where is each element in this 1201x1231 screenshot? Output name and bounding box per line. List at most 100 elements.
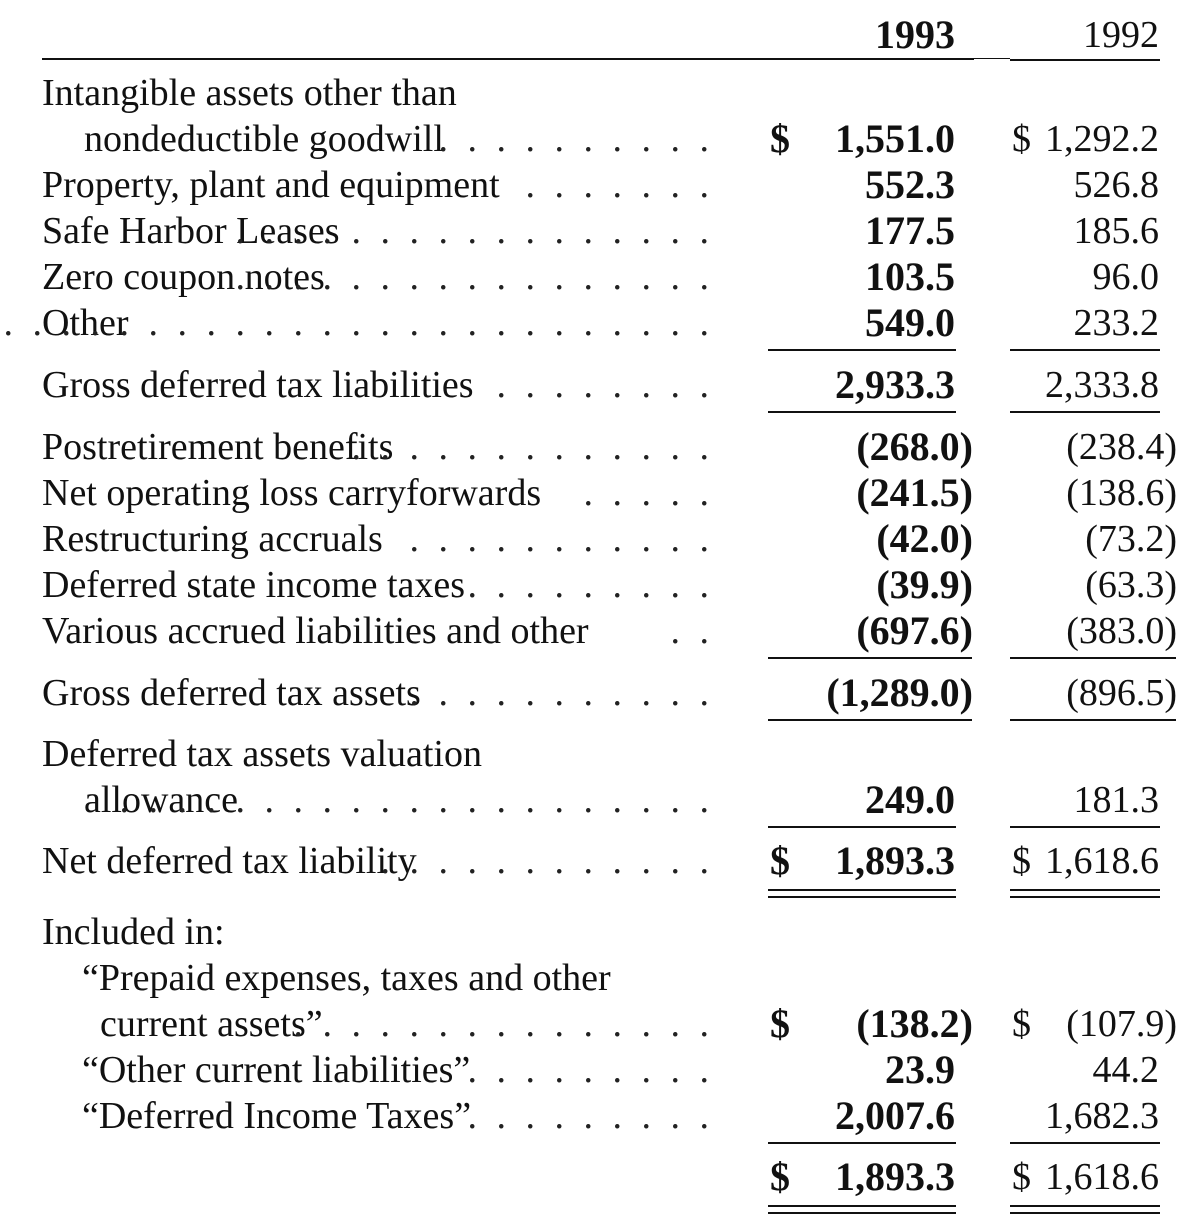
subtotal-rule-1993 bbox=[768, 349, 956, 351]
leader-dots: . . . . . . . . . . . bbox=[409, 672, 714, 714]
leader-dots: . . . . . . . bbox=[525, 164, 714, 206]
value-various-1992: (383.0) bbox=[1066, 610, 1177, 652]
value-valuation-1993: 249.0 bbox=[865, 777, 955, 822]
row-label-intangible-line1: Intangible assets other than bbox=[42, 72, 457, 114]
value-ppe-1993: 552.3 bbox=[865, 162, 955, 207]
section-label-included-in: Included in: bbox=[42, 911, 225, 953]
dollar-sign-1993: $ bbox=[770, 116, 790, 161]
total-rule-1993 bbox=[768, 719, 972, 721]
subtotal-rule-1992 bbox=[1010, 349, 1160, 351]
double-rule-1993-top bbox=[768, 1205, 956, 1207]
value-deferred-income-taxes-1992: 1,682.3 bbox=[1045, 1095, 1159, 1137]
value-total-1993: 1,893.3 bbox=[835, 1154, 955, 1199]
leader-dots: . . . . . bbox=[583, 472, 714, 514]
subtotal-rule-1992 bbox=[1010, 1142, 1160, 1144]
row-label-valuation-line1: Deferred tax assets valuation bbox=[42, 733, 482, 775]
dollar-sign-1992: $ bbox=[1012, 1156, 1031, 1198]
leader-dots: . . . . . . . . . . . . . . . bbox=[293, 1003, 714, 1045]
value-deferred-state-1993: (39.9) bbox=[876, 562, 973, 607]
row-label-deferred-income-taxes: “Deferred Income Taxes” bbox=[82, 1095, 472, 1137]
row-label-restructuring: Restructuring accruals bbox=[42, 518, 383, 560]
double-rule-1993-bottom bbox=[768, 896, 956, 898]
value-deferred-state-1992: (63.3) bbox=[1085, 564, 1177, 606]
column-header-1993: 1993 bbox=[875, 12, 955, 57]
row-label-gross-liabilities: Gross deferred tax liabilities bbox=[42, 364, 474, 406]
total-rule-1992 bbox=[1010, 719, 1176, 721]
subtotal-rule-1992 bbox=[1010, 826, 1160, 828]
row-label-various: Various accrued liabilities and other bbox=[42, 610, 589, 652]
value-prepaid-1993: (138.2) bbox=[856, 1001, 973, 1046]
value-other-1992: 233.2 bbox=[1073, 302, 1160, 344]
leader-dots: . . . . . . . . . . . . . . . . . bbox=[235, 210, 714, 252]
value-other-current-liabilities-1992: 44.2 bbox=[1092, 1049, 1160, 1091]
double-rule-1993-bottom bbox=[768, 1212, 956, 1214]
leader-dots: . . . . . . . . . bbox=[467, 564, 714, 606]
value-net-deferred-1993: 1,893.3 bbox=[835, 838, 955, 883]
double-rule-1993-top bbox=[768, 889, 956, 891]
subtotal-rule-1993 bbox=[768, 826, 956, 828]
value-deferred-income-taxes-1993: 2,007.6 bbox=[835, 1093, 955, 1138]
row-label-nol: Net operating loss carryforwards bbox=[42, 472, 542, 514]
header-rule-gap bbox=[974, 58, 1010, 59]
leader-dots: . . . . . . . . . bbox=[467, 1095, 714, 1137]
value-restructuring-1992: (73.2) bbox=[1085, 518, 1177, 560]
dollar-sign-1992: $ bbox=[1012, 840, 1031, 882]
value-zero-coupon-1993: 103.5 bbox=[865, 254, 955, 299]
value-safe-harbor-1993: 177.5 bbox=[865, 208, 955, 253]
total-rule-1992 bbox=[1010, 411, 1160, 413]
subtotal-rule-1993 bbox=[768, 657, 972, 659]
value-gross-liabilities-1993: 2,933.3 bbox=[835, 362, 955, 407]
column-header-1992: 1992 bbox=[1083, 14, 1159, 56]
dollar-sign-1993: $ bbox=[770, 1154, 790, 1199]
value-restructuring-1993: (42.0) bbox=[876, 516, 973, 561]
row-label-zero-coupon: Zero coupon notes bbox=[42, 256, 325, 298]
value-gross-assets-1993: (1,289.0) bbox=[826, 670, 973, 715]
row-label-net-deferred: Net deferred tax liability bbox=[42, 840, 417, 882]
leader-dots: . . . . . . . . bbox=[496, 364, 714, 406]
row-label-safe-harbor: Safe Harbor Leases bbox=[42, 210, 340, 252]
row-label-deferred-state: Deferred state income taxes bbox=[42, 564, 466, 606]
dollar-sign-1993: $ bbox=[770, 1001, 790, 1046]
value-intangible-1992: 1,292.2 bbox=[1045, 118, 1159, 160]
subtotal-rule-1992 bbox=[1010, 657, 1176, 659]
value-ppe-1992: 526.8 bbox=[1073, 164, 1160, 206]
header-rule bbox=[42, 58, 974, 60]
value-postretirement-1992: (238.4) bbox=[1066, 426, 1177, 468]
double-rule-1992-bottom bbox=[1010, 896, 1160, 898]
value-zero-coupon-1992: 96.0 bbox=[1092, 256, 1160, 298]
leader-dots: . . . . . . . . . . . bbox=[409, 518, 714, 560]
value-valuation-1992: 181.3 bbox=[1073, 779, 1160, 821]
header-rule-1992 bbox=[1010, 59, 1160, 61]
value-various-1993: (697.6) bbox=[856, 608, 973, 653]
leader-dots: . . . . . . . . . . bbox=[438, 118, 714, 160]
leader-dots: . . . . . . . . . . . . . . . . . . . . … bbox=[3, 302, 714, 344]
value-postretirement-1993: (268.0) bbox=[856, 424, 973, 469]
value-net-deferred-1992: 1,618.6 bbox=[1045, 840, 1159, 882]
value-other-1993: 549.0 bbox=[865, 300, 955, 345]
value-prepaid-1992: (107.9) bbox=[1066, 1003, 1177, 1045]
value-safe-harbor-1992: 185.6 bbox=[1073, 210, 1160, 252]
leader-dots: . . . . . . . . . bbox=[467, 1049, 714, 1091]
dollar-sign-1992: $ bbox=[1012, 118, 1031, 160]
row-label-valuation-line2: allowance bbox=[84, 779, 239, 821]
double-rule-1992-top bbox=[1010, 1205, 1160, 1207]
value-gross-liabilities-1992: 2,333.8 bbox=[1045, 364, 1159, 406]
leader-dots: . . . . . . . . . . . . bbox=[380, 840, 714, 882]
value-nol-1993: (241.5) bbox=[856, 470, 973, 515]
subtotal-rule-1993 bbox=[768, 1142, 956, 1144]
value-nol-1992: (138.6) bbox=[1066, 472, 1177, 514]
total-rule-1993 bbox=[768, 411, 956, 413]
row-label-prepaid-line2: current assets” bbox=[100, 1003, 323, 1045]
row-label-other-current-liabilities: “Other current liabilities” bbox=[82, 1049, 471, 1091]
row-label-ppe: Property, plant and equipment bbox=[42, 164, 500, 206]
double-rule-1992-top bbox=[1010, 889, 1160, 891]
dollar-sign-1992: $ bbox=[1012, 1003, 1031, 1045]
value-total-1992: 1,618.6 bbox=[1045, 1156, 1159, 1198]
row-label-other: Other bbox=[42, 302, 129, 344]
value-gross-assets-1992: (896.5) bbox=[1066, 672, 1177, 714]
leader-dots: . . bbox=[670, 610, 714, 652]
row-label-gross-assets: Gross deferred tax assets bbox=[42, 672, 421, 714]
row-label-intangible-line2: nondeductible goodwill bbox=[84, 118, 444, 160]
leader-dots: . . . . . . . . . . . . . bbox=[351, 426, 714, 468]
value-intangible-1993: 1,551.0 bbox=[835, 116, 955, 161]
